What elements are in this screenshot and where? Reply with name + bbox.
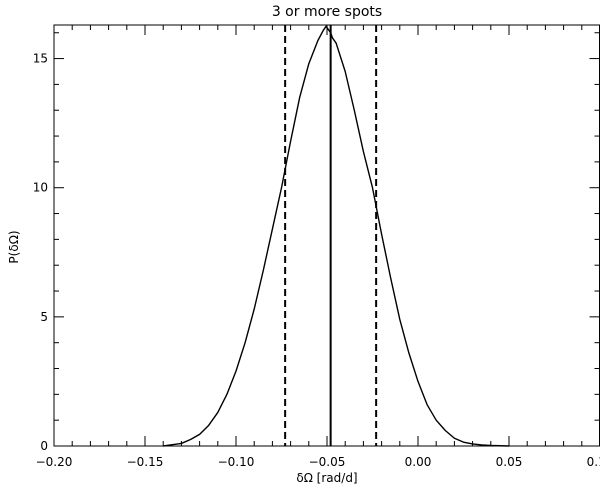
x-tick-label: 0.10 (587, 455, 600, 469)
y-tick-label: 10 (33, 181, 48, 195)
plot-frame (53, 24, 600, 447)
x-tick-label: 0.00 (405, 455, 432, 469)
x-tick-label: −0.10 (218, 455, 255, 469)
x-tick-label: −0.05 (309, 455, 346, 469)
x-axis-title: δΩ [rad/d] (296, 471, 357, 485)
x-tick-label: 0.05 (496, 455, 523, 469)
y-tick-label: 5 (40, 310, 48, 324)
series-line (163, 25, 510, 447)
x-tick-label: −0.20 (36, 455, 73, 469)
y-tick-label: 0 (40, 439, 48, 453)
x-tick-label: −0.15 (127, 455, 164, 469)
y-axis-title: P(δΩ) (7, 230, 21, 263)
chart-title: 3 or more spots (272, 4, 382, 20)
y-tick-label: 15 (33, 52, 48, 66)
